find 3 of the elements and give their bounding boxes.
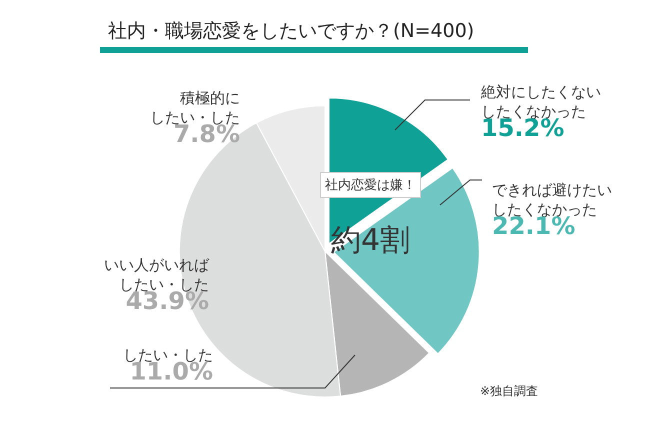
text: 社内恋愛は嫌！ bbox=[325, 177, 416, 193]
chart-title: 社内・職場恋愛をしたいですか？(N=400) bbox=[100, 18, 528, 53]
text: ※独自調査 bbox=[480, 384, 538, 398]
